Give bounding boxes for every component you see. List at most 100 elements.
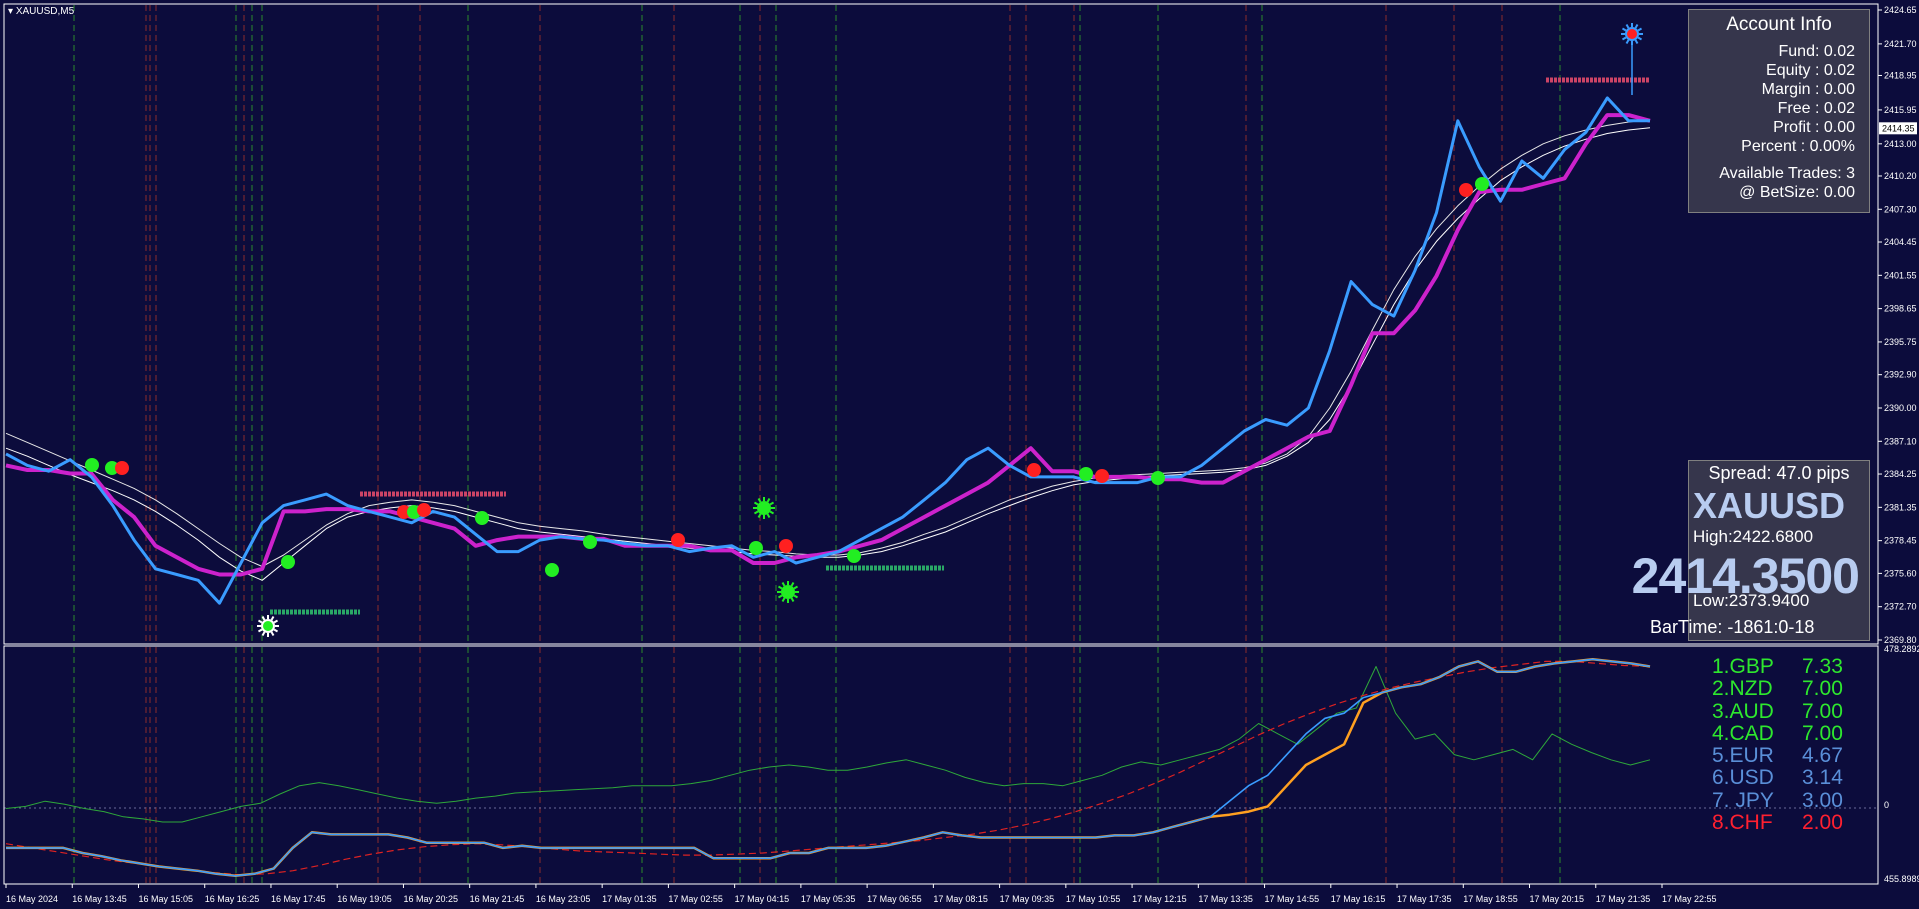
signal-dot bbox=[1095, 469, 1109, 483]
osc-green-line bbox=[5, 666, 1651, 823]
price-tick-label: 2410.20 bbox=[1884, 171, 1917, 181]
available-trades: Available Trades: 3 bbox=[1719, 165, 1855, 182]
currency-label: 8.CHF bbox=[1712, 811, 1773, 835]
sun-ray bbox=[766, 513, 771, 519]
sun-ray bbox=[753, 501, 759, 506]
currency-value: 7.00 bbox=[1802, 677, 1843, 701]
bartime-label: BarTime: -1861:0-18 bbox=[1650, 617, 1815, 637]
signal-dot bbox=[847, 549, 861, 563]
trend-line bbox=[5, 113, 1651, 577]
price-tick-label: 2390.00 bbox=[1884, 403, 1917, 413]
sun-core bbox=[1625, 27, 1639, 41]
sun-ray bbox=[1637, 27, 1643, 32]
sun-ray bbox=[257, 619, 263, 624]
time-tick-label: 17 May 02:55 bbox=[668, 894, 723, 904]
low-label: Low:2373.9400 bbox=[1693, 591, 1810, 610]
time-tick-label: 17 May 20:15 bbox=[1530, 894, 1585, 904]
time-tick-label: 16 May 20:25 bbox=[403, 894, 458, 904]
price-tick-label: 2381.35 bbox=[1884, 502, 1917, 512]
percent-row: Percent : 0.00% bbox=[1741, 138, 1855, 155]
osc-red-dashed bbox=[5, 660, 1651, 876]
price-tick-label: 2375.60 bbox=[1884, 568, 1917, 578]
price-tick-label: 2369.80 bbox=[1884, 635, 1917, 645]
sun-core bbox=[261, 619, 275, 633]
price-tick-label: 2395.75 bbox=[1884, 337, 1917, 347]
signal-dot bbox=[779, 539, 793, 553]
signal-dot bbox=[1079, 467, 1093, 481]
time-tick-label: 17 May 21:35 bbox=[1596, 894, 1651, 904]
signal-dot bbox=[105, 461, 119, 475]
price-tick-label: 2418.95 bbox=[1884, 70, 1917, 80]
free-row: Free : 0.02 bbox=[1777, 100, 1855, 117]
time-tick-label: 16 May 2024 bbox=[6, 894, 58, 904]
sun-ray bbox=[757, 497, 762, 503]
ma-envelope-lower bbox=[5, 127, 1651, 581]
signal-dot bbox=[85, 458, 99, 472]
high-label: High:2422.6800 bbox=[1693, 527, 1814, 546]
time-tick-label: 17 May 18:55 bbox=[1463, 894, 1518, 904]
price-tick-label: 2404.45 bbox=[1884, 237, 1917, 247]
time-tick-label: 16 May 17:45 bbox=[271, 894, 326, 904]
time-tick-label: 16 May 13:45 bbox=[72, 894, 127, 904]
strength-row-cad: 4.CAD 7.00 bbox=[1712, 721, 1843, 745]
strength-row-gbp: 1.GBP 7.33 bbox=[1712, 655, 1843, 678]
signal-dot bbox=[1151, 471, 1165, 485]
price-tick-label: 2407.30 bbox=[1884, 204, 1917, 214]
signal-dot bbox=[397, 505, 411, 519]
sun-ray bbox=[273, 628, 279, 633]
account-title: Account Info bbox=[1726, 14, 1832, 35]
sun-ray bbox=[769, 510, 775, 515]
osc-blue-line bbox=[6, 658, 1651, 877]
sun-ray bbox=[790, 581, 795, 587]
currency-label: 4.CAD bbox=[1712, 721, 1774, 745]
bet-size: @ BetSize: 0.00 bbox=[1739, 184, 1855, 201]
time-tick-label: 17 May 09:35 bbox=[1000, 894, 1055, 904]
quote-panel: Spread: 47.0 pips XAUUSD High:2422.6800 … bbox=[1632, 460, 1870, 641]
price-tick-label: 2413.00 bbox=[1884, 139, 1917, 149]
osc-tick-label: 478.2892 bbox=[1884, 644, 1919, 654]
fund-row: Fund: 0.02 bbox=[1778, 43, 1856, 60]
price-tick-label: 2372.70 bbox=[1884, 602, 1917, 612]
signal-dot bbox=[583, 535, 597, 549]
signal-dot bbox=[281, 555, 295, 569]
osc-tick-label: 455.8989 bbox=[1884, 874, 1919, 884]
sun-ray bbox=[257, 628, 263, 633]
signal-dot bbox=[1027, 463, 1041, 477]
profit-row: Profit : 0.00 bbox=[1773, 119, 1855, 136]
margin-row: Margin : 0.00 bbox=[1761, 81, 1855, 98]
strength-row-chf: 8.CHF 2.00 bbox=[1712, 811, 1843, 835]
sun-ray bbox=[1625, 39, 1630, 45]
strength-row-aud: 3.AUD 7.00 bbox=[1712, 700, 1843, 723]
signal-dot bbox=[749, 541, 763, 555]
osc-orange-line bbox=[6, 658, 1651, 878]
chart-symbol-label: ▾ XAUUSD,M5 bbox=[8, 6, 75, 17]
sun-ray bbox=[793, 594, 799, 599]
price-tick-label: 2401.55 bbox=[1884, 270, 1917, 280]
sun-ray bbox=[757, 513, 762, 519]
price-tick-label: 2384.25 bbox=[1884, 469, 1917, 479]
sun-ray bbox=[261, 631, 266, 637]
sun-ray bbox=[273, 619, 279, 624]
sun-ray bbox=[781, 597, 786, 603]
strength-row-nzd: 2.NZD 7.00 bbox=[1712, 677, 1843, 701]
time-tick-label: 17 May 08:15 bbox=[933, 894, 988, 904]
price-tick-label: 2392.90 bbox=[1884, 370, 1917, 380]
time-tick-label: 17 May 14:55 bbox=[1265, 894, 1320, 904]
signal-dot bbox=[545, 563, 559, 577]
signal-dot bbox=[417, 503, 431, 517]
time-tick-label: 17 May 01:35 bbox=[602, 894, 657, 904]
strength-row-eur: 5.EUR 4.67 bbox=[1712, 744, 1843, 768]
sun-ray bbox=[777, 585, 783, 590]
time-tick-label: 17 May 12:15 bbox=[1132, 894, 1187, 904]
sun-ray bbox=[777, 594, 783, 599]
currency-value: 2.00 bbox=[1802, 811, 1843, 835]
time-tick-label: 17 May 04:15 bbox=[735, 894, 790, 904]
sun-ray bbox=[1637, 36, 1643, 41]
currency-label: 5.EUR bbox=[1712, 744, 1774, 768]
price-tick-label: 2424.65 bbox=[1884, 5, 1917, 15]
current-price-box bbox=[1879, 122, 1917, 135]
bid-price: 2414.3500 bbox=[1631, 548, 1860, 604]
sun-ray bbox=[1634, 39, 1639, 45]
strength-row-usd: 6.USD 3.14 bbox=[1712, 767, 1843, 790]
